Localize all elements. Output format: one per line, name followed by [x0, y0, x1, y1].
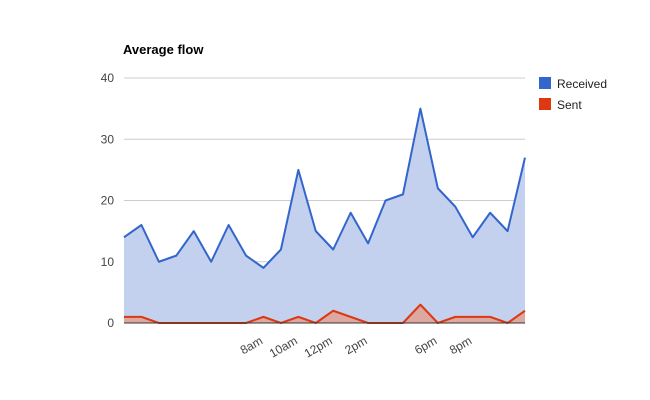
- y-axis-ticks: 0 10 20 30 40: [101, 71, 115, 330]
- x-tick-label: 8pm: [447, 333, 474, 357]
- y-tick-label: 30: [101, 132, 115, 146]
- y-tick-label: 20: [101, 194, 115, 208]
- series-areas: [124, 108, 525, 323]
- legend-swatch-received: [539, 77, 551, 89]
- legend-label-sent: Sent: [557, 98, 582, 112]
- series-area-sent: [124, 304, 525, 323]
- legend-label-received: Received: [557, 77, 607, 91]
- series-line-received: [123, 107, 526, 269]
- x-tick-label: 8am: [238, 333, 265, 357]
- series-area-received: [124, 108, 525, 323]
- x-tick-label: 12pm: [302, 333, 335, 360]
- x-axis-ticks: 8am 10am 12pm 2pm 6pm 8pm: [238, 333, 474, 360]
- legend-swatch-sent: [539, 98, 551, 110]
- legend: Received Sent: [539, 77, 607, 112]
- x-tick-label: 2pm: [342, 333, 369, 357]
- y-tick-label: 0: [107, 316, 114, 330]
- x-tick-label: 6pm: [412, 333, 439, 357]
- y-tick-label: 10: [101, 255, 115, 269]
- x-tick-label: 10am: [267, 333, 300, 360]
- chart-title: Average flow: [123, 42, 204, 57]
- y-tick-label: 40: [101, 71, 115, 85]
